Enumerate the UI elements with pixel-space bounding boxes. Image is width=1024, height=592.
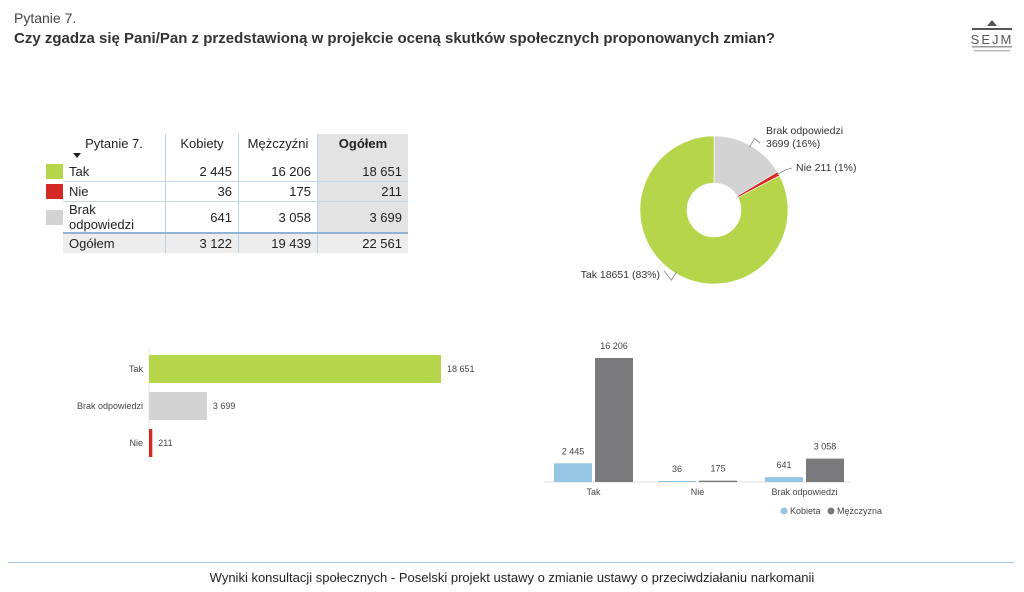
donut-slice-tak [639,135,789,285]
cell-mezczyzni: 16 206 [238,162,318,182]
col-header-mezczyzni: Mężczyźni [238,134,318,162]
vbar-brak-odpowiedzi-mezczyzna [806,458,844,482]
donut-slice-nie [736,171,780,198]
hbar-value-label: 18 651 [447,364,475,374]
vbar-nie-kobieta [658,481,696,482]
footer-divider [8,562,1014,563]
hbar-brak-odpowiedzi [149,392,207,420]
donut-leader-line [663,270,678,281]
legend-kobieta-swatch [780,507,788,515]
nie-swatch [46,184,63,199]
donut-leader-line [749,138,761,148]
hbar-value-label: 211 [158,438,172,448]
logo-text: SEJM [971,32,1014,47]
brak-swatch [46,209,63,225]
table-row: Nie 36 175 211 [46,181,408,202]
cell-mezczyzni: 175 [238,181,318,202]
total-kobiety: 3 122 [165,232,239,253]
logo-roof-icon [987,20,997,26]
vbar-tak-kobieta [554,463,592,482]
col-header-kobiety: Kobiety [165,134,239,162]
donut-leader-line [776,167,793,176]
vbar-brak-odpowiedzi-kobieta [765,477,803,482]
donut-label-brak-value: 3699 (16%) [766,138,820,150]
page-title: Czy zgadza się Pani/Pan z przedstawioną … [14,30,776,47]
vbar-nie-mezczyzna [699,480,737,482]
hbar-category-label: Tak [129,364,144,374]
total-label: Ogółem [63,232,166,253]
table-row: Tak 2 445 16 206 18 651 [46,162,408,182]
total-ogolem: 22 561 [317,232,408,253]
vbar-category-label: Tak [586,487,601,497]
hbar-category-label: Brak odpowiedzi [77,401,143,411]
donut-label-brak: Brak odpowiedzi [766,125,843,137]
cell-ogolem: 3 699 [317,201,408,234]
vbar-value-label: 16 206 [600,341,628,351]
total-mezczyzni: 19 439 [238,232,318,253]
row-label: Nie [63,181,166,202]
donut-slice-brak-odpowiedzi [713,135,778,197]
vbar-value-label: 641 [776,460,791,470]
vbar-tak-mezczyzna [595,358,633,482]
table-corner-label: Pytanie 7. [85,136,143,151]
vbar-value-label: 36 [672,464,682,474]
results-table: Pytanie 7. Kobiety Mężczyźni Ogółem Tak … [46,134,408,253]
vbar-value-label: 175 [710,464,725,474]
hbar-nie [149,429,153,457]
cell-kobiety: 2 445 [165,162,239,182]
cell-kobiety: 641 [165,201,239,234]
row-label: Tak [63,162,166,182]
sort-arrow-icon[interactable] [73,153,81,158]
table-total-row: Ogółem 3 122 19 439 22 561 [46,232,408,253]
legend-mezczyzna-swatch [827,507,835,515]
cell-ogolem: 18 651 [317,162,408,182]
cell-mezczyzni: 3 058 [238,201,318,234]
table-row: Brak odpowiedzi 641 3 058 3 699 [46,201,408,234]
col-header-ogolem: Ogółem [317,134,408,162]
hbar-value-label: 3 699 [213,401,236,411]
donut-label-nie: Nie 211 (1%) [796,162,857,174]
vbar-category-label: Brak odpowiedzi [771,487,837,497]
tak-swatch [46,164,63,180]
hbar-tak [149,355,441,383]
legend-mezczyzna-label: Mężczyzna [837,506,882,516]
legend-kobieta-label: Kobieta [790,506,821,516]
vbar-value-label: 2 445 [562,446,585,456]
question-number: Pytanie 7. [14,10,77,26]
vbar-category-label: Nie [691,487,705,497]
hbar-category-label: Nie [129,438,143,448]
donut-label-tak: Tak 18651 (83%) [581,269,660,281]
footer-text: Wyniki konsultacji społecznych - Poselsk… [209,570,815,585]
cell-kobiety: 36 [165,181,239,202]
row-label: Brak odpowiedzi [63,201,166,234]
cell-ogolem: 211 [317,181,408,202]
sejm-logo: SEJM [971,20,1014,52]
vbar-value-label: 3 058 [814,442,837,452]
